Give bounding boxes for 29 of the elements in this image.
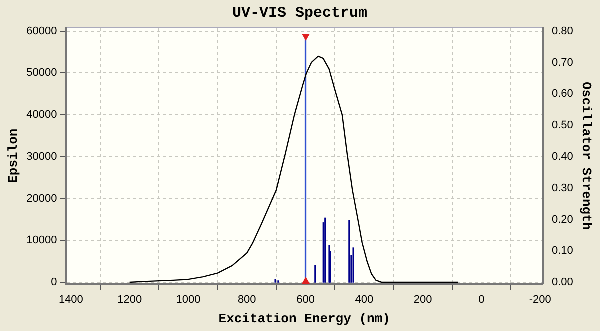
y2-tick-label: 0.80 — [552, 25, 574, 38]
y2-tick-label: 0.40 — [552, 150, 574, 163]
y-tick-label: 50000 — [26, 67, 58, 80]
y2-tick-label: 0.50 — [552, 120, 574, 132]
y2-tick-label: 0.70 — [552, 56, 574, 69]
x-tick-label: 800 — [238, 294, 256, 306]
x-tick-label: 200 — [414, 294, 432, 306]
y-tick-label: 40000 — [26, 109, 58, 122]
y2-tick-label: 0.60 — [552, 88, 574, 100]
x-axis-title: Excitation Energy (nm) — [218, 311, 390, 326]
x-tick-label: 400 — [355, 294, 374, 306]
y2-tick-label: 0.20 — [552, 214, 574, 226]
x-tick-label: 600 — [296, 294, 315, 306]
y2-tick-label: 0.10 — [552, 245, 574, 258]
x-tick-label: 1200 — [118, 294, 142, 306]
y-tick-label: 10000 — [26, 234, 58, 247]
y2-tick-label: 0.30 — [552, 182, 574, 194]
x-tick-label: 0 — [478, 294, 485, 306]
y-tick-label: 20000 — [26, 192, 58, 205]
x-tick-label: 1400 — [58, 294, 84, 306]
y-tick-label: 30000 — [26, 150, 58, 163]
y-tick-label: 0 — [51, 276, 58, 289]
x-tick-label: 1000 — [176, 294, 201, 306]
y2-axis-title: Oscillator Strength — [578, 82, 594, 230]
x-tick-label: -200 — [529, 294, 552, 306]
y-tick-label: 60000 — [26, 25, 58, 38]
y2-tick-label: 0.00 — [552, 276, 574, 289]
chart-title: UV-VIS Spectrum — [232, 4, 368, 22]
y-axis-title: Epsilon — [6, 128, 22, 184]
